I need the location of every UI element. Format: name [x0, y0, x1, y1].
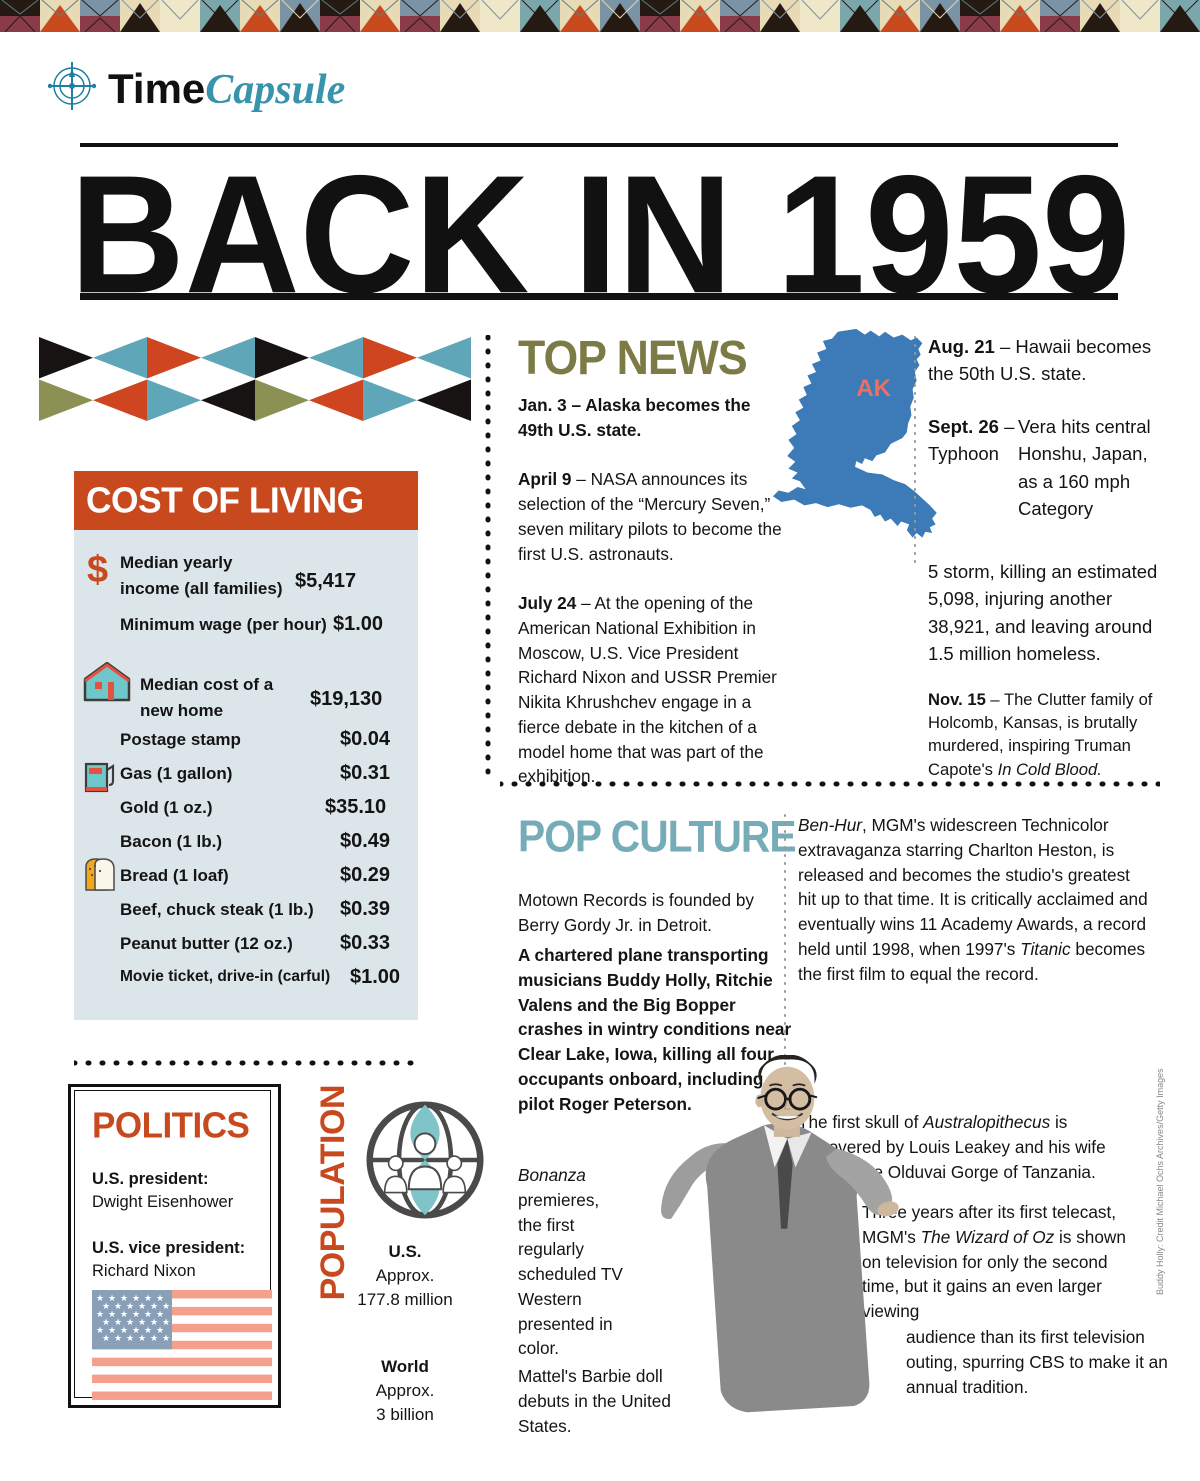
svg-text:★: ★: [162, 1333, 170, 1343]
svg-text:$: $: [87, 549, 108, 590]
svg-text:AK: AK: [856, 375, 891, 402]
svg-text:★: ★: [114, 1333, 122, 1343]
svg-text:★: ★: [138, 1333, 146, 1343]
svg-text:★: ★: [150, 1333, 158, 1343]
svg-text:★: ★: [126, 1333, 134, 1343]
svg-text:★: ★: [102, 1333, 110, 1343]
